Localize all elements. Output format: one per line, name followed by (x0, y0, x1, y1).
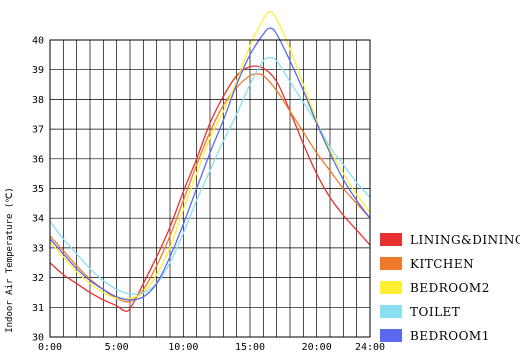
y-tick-label: 30 (32, 333, 44, 344)
legend-swatch (380, 329, 402, 342)
legend-label: BEDROOM2 (410, 281, 490, 295)
legend-swatch (380, 233, 402, 246)
y-tick-label: 33 (32, 243, 44, 254)
series-line-bedroom2 (49, 11, 371, 300)
legend: LINING&DINING KITCHEN BEDROOM2 TOILET BEDROO… (380, 233, 520, 343)
x-tick-label: 10:00 (168, 342, 198, 353)
legend-swatch (380, 305, 402, 318)
y-tick-label: 38 (32, 95, 44, 106)
y-tick-label: 31 (32, 303, 44, 314)
y-axis: 30 31 32 33 34 35 36 37 38 39 40 (32, 36, 44, 344)
y-tick-label: 39 (32, 65, 44, 76)
legend-swatch (380, 281, 402, 294)
chart-grid (49, 39, 371, 338)
legend-label: LINING&DINING (410, 233, 520, 247)
x-tick-label: 20:00 (302, 342, 332, 353)
x-tick-label: 5:00 (105, 342, 129, 353)
series-line-lining-dining (49, 65, 371, 313)
y-tick-label: 32 (32, 273, 44, 284)
y-tick-label: 35 (32, 184, 44, 195)
x-tick-label: 15:00 (235, 342, 265, 353)
y-tick-label: 40 (32, 36, 44, 47)
x-axis: 0:00 5:00 10:00 15:00 20:00 24:00 (38, 342, 385, 353)
chart-series (49, 11, 371, 313)
legend-label: TOILET (410, 305, 460, 319)
legend-label: BEDROOM1 (410, 329, 490, 343)
legend-label: KITCHEN (410, 257, 474, 271)
y-axis-label: Indoor Air Temperature (℃) (5, 187, 15, 333)
legend-swatch (380, 257, 402, 270)
y-tick-label: 34 (32, 214, 44, 225)
y-tick-label: 37 (32, 125, 44, 136)
series-line-bedroom1 (49, 27, 371, 301)
y-tick-label: 36 (32, 154, 44, 165)
x-tick-label: 0:00 (38, 342, 62, 353)
plot-frame (49, 39, 371, 338)
x-tick-label: 24:00 (355, 342, 385, 353)
